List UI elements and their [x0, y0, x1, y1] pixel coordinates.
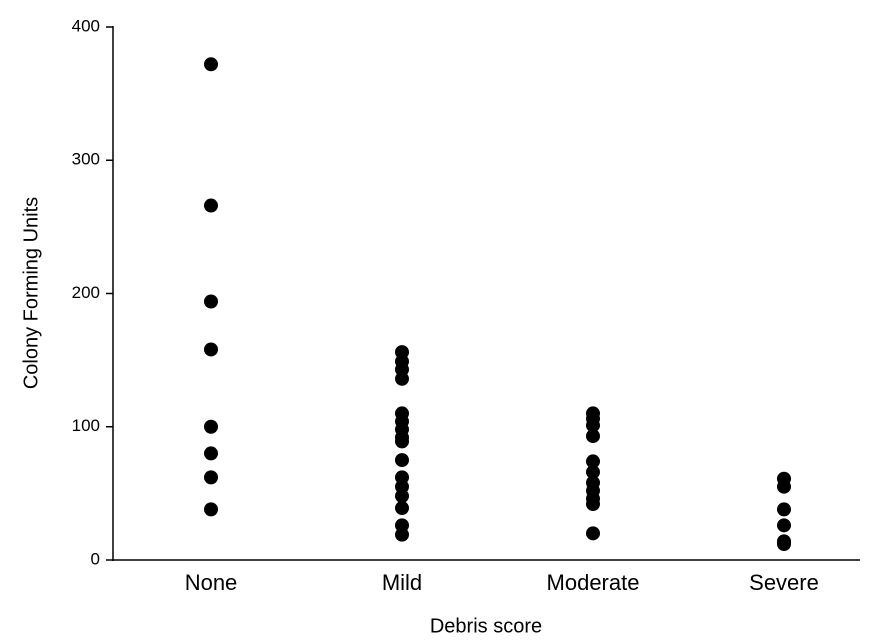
- y-tick-label: 400: [72, 16, 100, 35]
- dot: [777, 537, 791, 552]
- x-tick-label: None: [185, 570, 238, 595]
- dot: [204, 419, 218, 434]
- dot: [586, 418, 600, 433]
- x-axis-title: Debris score: [430, 615, 542, 637]
- x-tick-label: Mild: [382, 570, 422, 595]
- dot: [204, 198, 218, 213]
- x-tick-label: Moderate: [547, 570, 640, 595]
- x-tick-label: Severe: [749, 570, 819, 595]
- dot: [586, 465, 600, 480]
- dot: [586, 497, 600, 512]
- dot: [395, 501, 409, 516]
- dot: [204, 502, 218, 517]
- dot: [777, 502, 791, 517]
- dot: [204, 342, 218, 357]
- dot: [204, 294, 218, 309]
- y-tick-label: 200: [72, 283, 100, 302]
- dot: [204, 57, 218, 72]
- dot: [395, 371, 409, 386]
- y-axis-title: Colony Forming Units: [20, 197, 42, 389]
- dot: [395, 489, 409, 504]
- dot: [204, 446, 218, 461]
- dot: [395, 527, 409, 542]
- dot: [586, 454, 600, 469]
- y-tick-label: 100: [72, 416, 100, 435]
- dot: [777, 518, 791, 533]
- dot: [586, 429, 600, 444]
- y-tick-label: 300: [72, 150, 100, 169]
- dot: [395, 434, 409, 449]
- dot: [204, 470, 218, 485]
- dot: [395, 453, 409, 468]
- dot: [586, 526, 600, 541]
- y-tick-label: 0: [91, 549, 100, 568]
- dot: [777, 479, 791, 494]
